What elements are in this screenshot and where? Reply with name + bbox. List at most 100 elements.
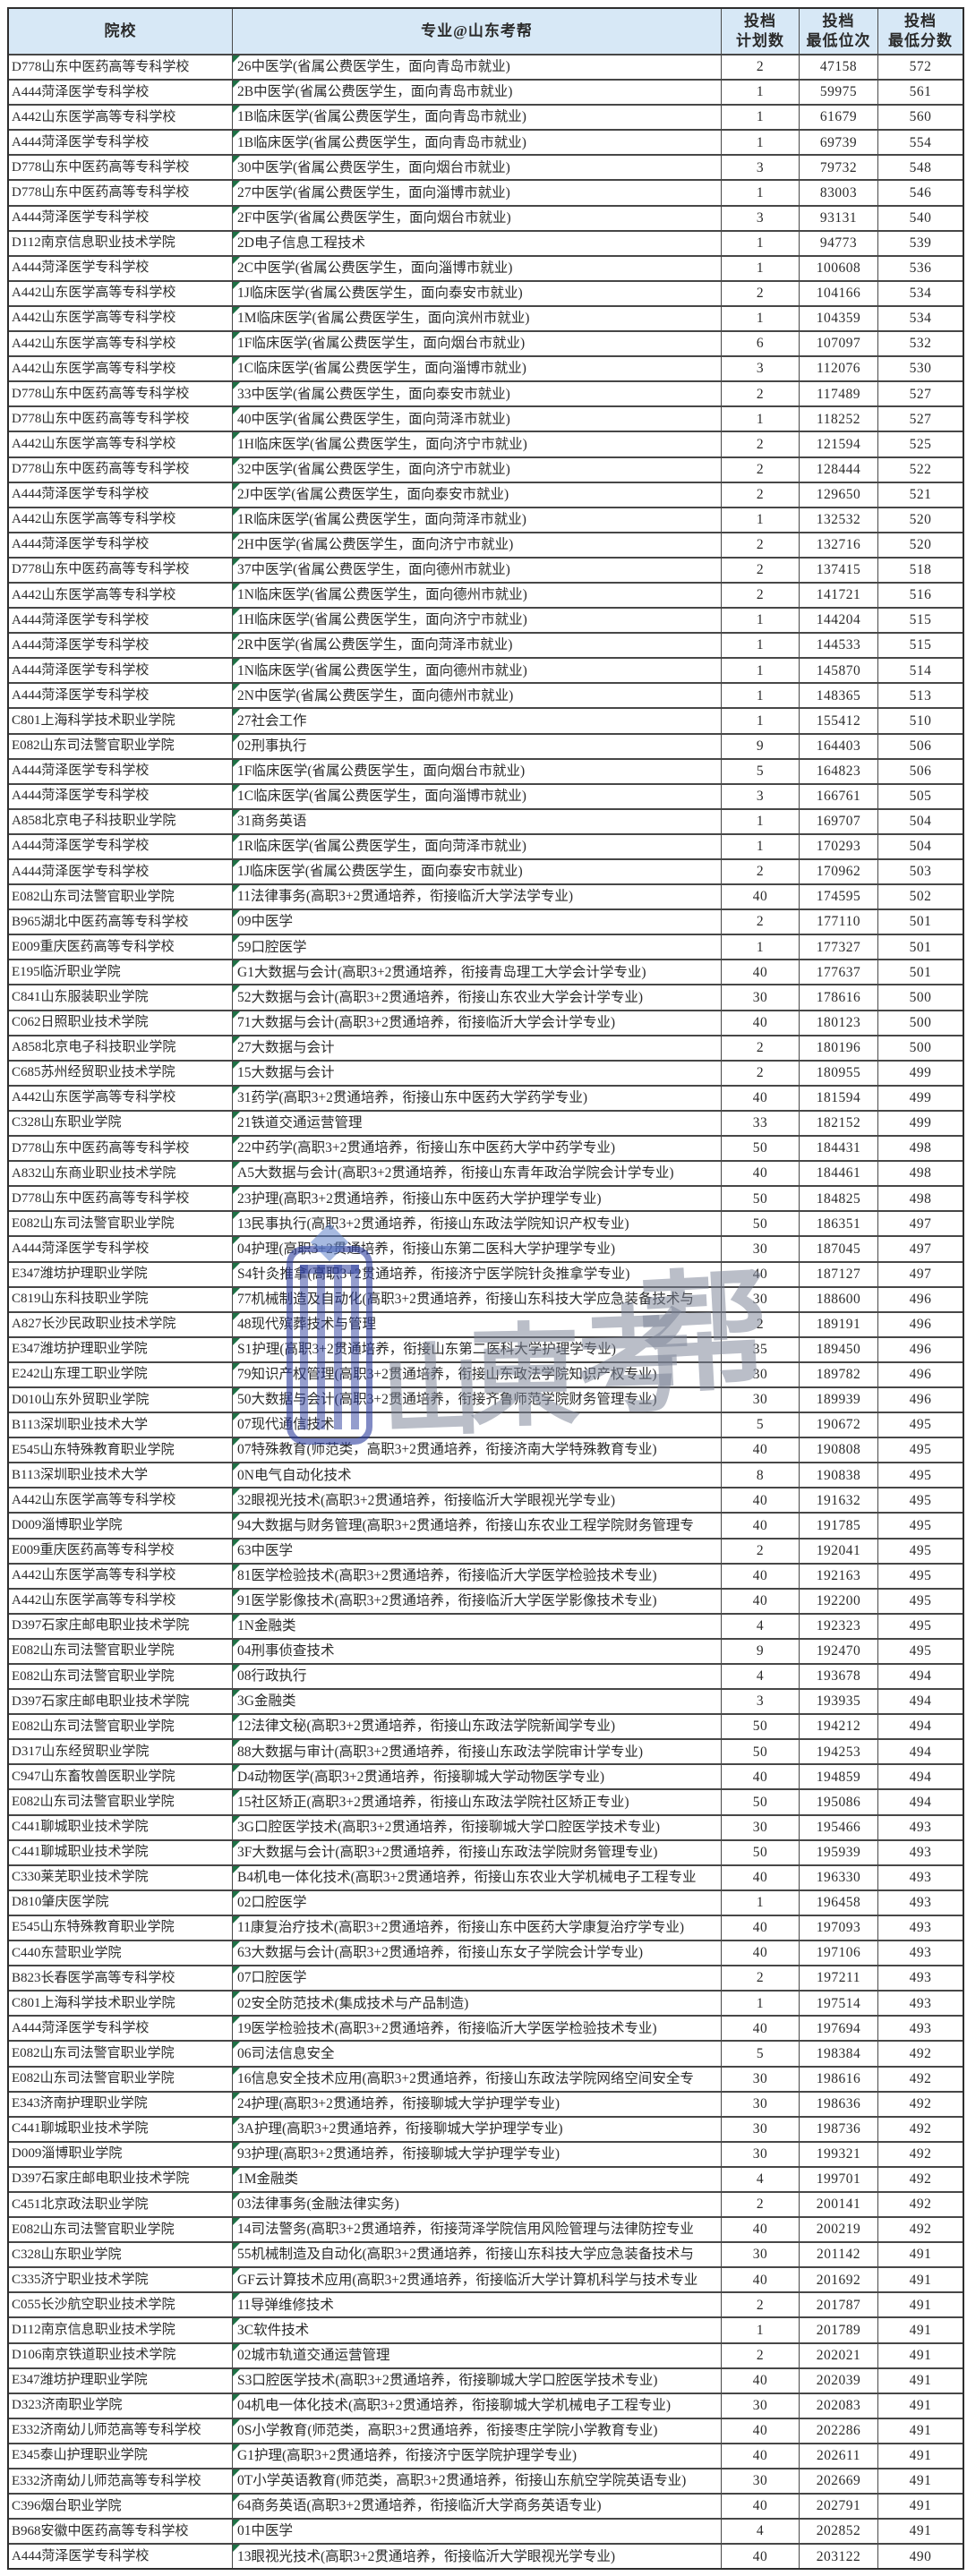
- cell-major: 02安全防范技术(集成技术与产品制造): [232, 1992, 721, 2016]
- table-row: D810肇庆医学院 02口腔医学 1 196458 493: [9, 1889, 963, 1915]
- cell-major-text: 31药学(高职3+2贯通培养，衔接山东中医药大学药学专业): [237, 1090, 588, 1106]
- table-row: D778山东中医药高等专科学校 30中医学(省属公费医学生，面向烟台市就业) 3…: [9, 154, 963, 180]
- cell-min-rank: 184431: [799, 1137, 877, 1161]
- cell-major-text: 04护理(高职3+2贯通培养，衔接山东第二医科大学护理学专业): [237, 1241, 616, 1257]
- cell-min-score: 495: [877, 1438, 963, 1463]
- cell-plan-count: 40: [721, 1162, 799, 1186]
- cell-major-text: 1R临床医学(省属公费医学生，面向菏泽市就业): [237, 511, 526, 527]
- cell-school: C441聊城职业技术学院: [12, 1820, 149, 1835]
- cell-min-score: 513: [877, 684, 963, 708]
- cell-corner-marker-icon: [233, 1790, 240, 1798]
- table-row: C441聊城职业技术学院 3F大数据与会计(高职3+2贯通培养，衔接山东政法学院…: [9, 1838, 963, 1864]
- cell-min-rank: 197106: [799, 1941, 877, 1966]
- cell-school: A444菏泽医学专科学校: [12, 84, 150, 99]
- cell-plan-count: 40: [721, 2017, 799, 2041]
- cell-min-score: 520: [877, 533, 963, 557]
- cell-min-rank: 202286: [799, 2418, 877, 2443]
- cell-min-score: 499: [877, 1086, 963, 1110]
- cell-corner-marker-icon: [233, 960, 240, 968]
- cell-major: 1C临床医学(省属公费医学生，面向淄博市就业): [232, 357, 721, 381]
- cell-corner-marker-icon: [233, 2418, 240, 2427]
- cell-school: A442山东医学高等专科学校: [12, 1593, 176, 1608]
- cell-major: 30中医学(省属公费医学生，面向烟台市就业): [232, 156, 721, 180]
- cell-min-score: 504: [877, 834, 963, 858]
- table-row: D778山东中医药高等专科学校 23护理(高职3+2贯通培养，衔接山东中医药大学…: [9, 1185, 963, 1211]
- cell-min-score: 491: [877, 2293, 963, 2317]
- cell-min-rank: 197514: [799, 1992, 877, 2016]
- cell-major: 11导弹维修技术: [232, 2293, 721, 2317]
- cell-major-text: 04机电一体化技术(高职3+2贯通培养，衔接聊城大学机械电子工程专业): [237, 2398, 672, 2414]
- cell-corner-marker-icon: [233, 1387, 240, 1395]
- cell-major: A5大数据与会计(高职3+2贯通培养，衔接山东青年政治学院会计学专业): [232, 1162, 721, 1186]
- cell-major: 21铁道交通运营管理: [232, 1111, 721, 1136]
- cell-plan-count: 40: [721, 1086, 799, 1110]
- cell-min-score: 491: [877, 2520, 963, 2544]
- table-row: D397石家庄邮电职业技术学院 3G金融类 3 193935 494: [9, 1688, 963, 1714]
- cell-major: 06司法信息安全: [232, 2042, 721, 2066]
- cell-min-rank: 104166: [799, 281, 877, 305]
- cell-min-rank: 198616: [799, 2067, 877, 2091]
- cell-plan-count: 40: [721, 960, 799, 985]
- cell-school: D112南京信息职业技术学院: [12, 235, 175, 251]
- cell-major: 33中医学(省属公费医学生，面向泰安市就业): [232, 382, 721, 406]
- table-row: C440东营职业学院 63大数据与会计(高职3+2贯通培养，衔接山东女子学院会计…: [9, 1940, 963, 1966]
- cell-major: 48现代殡葬技术与管理: [232, 1312, 721, 1336]
- cell-min-rank: 196330: [799, 1865, 877, 1889]
- cell-min-score: 495: [877, 1463, 963, 1488]
- cell-plan-count: 4: [721, 1665, 799, 1689]
- cell-min-score: 514: [877, 659, 963, 683]
- table-row: A442山东医学高等专科学校 1M临床医学(省属公费医学生，面向滨州市就业) 1…: [9, 304, 963, 331]
- cell-school: A442山东医学高等专科学校: [12, 1492, 176, 1507]
- cell-min-score: 554: [877, 131, 963, 155]
- cell-min-rank: 79732: [799, 156, 877, 180]
- cell-major: 3F大数据与会计(高职3+2贯通培养，衔接山东政法学院财务管理专业): [232, 1840, 721, 1864]
- cell-major-text: 09中医学: [237, 914, 294, 930]
- cell-major: 0N电气自动化技术: [232, 1463, 721, 1488]
- cell-major-text: 11法律事务(高职3+2贯通培养，衔接临沂大学法学专业): [237, 889, 573, 905]
- cell-plan-count: 30: [721, 2243, 799, 2267]
- cell-min-score: 493: [877, 2017, 963, 2041]
- cell-major: 1C临床医学(省属公费医学生，面向淄博市就业): [232, 784, 721, 808]
- cell-plan-count: 1: [721, 684, 799, 708]
- cell-min-score: 560: [877, 106, 963, 130]
- cell-min-rank: 94773: [799, 231, 877, 255]
- cell-plan-count: 2: [721, 2192, 799, 2217]
- cell-min-score: 491: [877, 2268, 963, 2292]
- cell-min-rank: 83003: [799, 181, 877, 205]
- cell-major-text: 07现代通信技术: [237, 1417, 335, 1433]
- cell-corner-marker-icon: [233, 508, 240, 516]
- header-plan-line2: 计划数: [736, 32, 784, 49]
- table-row: A827长沙民政职业技术学院 48现代殡葬技术与管理 2 189191 496: [9, 1310, 963, 1336]
- cell-major: 88大数据与审计(高职3+2贯通培养，衔接山东政法学院审计学专业): [232, 1740, 721, 1764]
- cell-major: 40中医学(省属公费医学生，面向菏泽市就业): [232, 407, 721, 431]
- table-row: C055长沙航空职业技术学院 11导弹维修技术 2 201787 491: [9, 2291, 963, 2317]
- table-row: A444菏泽医学专科学校 2H中医学(省属公费医学生，面向济宁市就业) 2 13…: [9, 531, 963, 557]
- cell-min-rank: 187045: [799, 1237, 877, 1261]
- cell-plan-count: 4: [721, 2167, 799, 2191]
- cell-plan-count: 1: [721, 508, 799, 532]
- table-row: A444菏泽医学专科学校 1B临床医学(省属公费医学生，面向青岛市就业) 1 6…: [9, 129, 963, 155]
- cell-min-score: 501: [877, 910, 963, 934]
- cell-min-rank: 180123: [799, 1011, 877, 1035]
- cell-major-text: 21铁道交通运营管理: [237, 1115, 363, 1131]
- cell-min-score: 492: [877, 2142, 963, 2166]
- cell-min-rank: 117489: [799, 382, 877, 406]
- table-row: E347潍坊护理职业学院 S3口腔医学技术(高职3+2贯通培养，衔接聊城大学口腔…: [9, 2367, 963, 2393]
- cell-major-text: 1F临床医学(省属公费医学生，面向烟台市就业): [237, 763, 526, 779]
- cell-plan-count: 30: [721, 1387, 799, 1412]
- cell-min-score: 493: [877, 1966, 963, 1991]
- cell-major-text: 08行政执行: [237, 1668, 307, 1685]
- cell-major-text: 1M金融类: [237, 2171, 299, 2188]
- cell-school: C396烟台职业学院: [12, 2498, 122, 2513]
- cell-min-rank: 202791: [799, 2495, 877, 2519]
- cell-major: 27社会工作: [232, 709, 721, 733]
- cell-min-rank: 192163: [799, 1564, 877, 1588]
- cell-min-rank: 201142: [799, 2243, 877, 2267]
- cell-corner-marker-icon: [233, 1740, 240, 1748]
- cell-plan-count: 40: [721, 1011, 799, 1035]
- cell-major-text: 1J临床医学(省属公费医学生，面向泰安市就业): [237, 864, 523, 880]
- table-row: A442山东医学高等专科学校 1J临床医学(省属公费医学生，面向泰安市就业) 2…: [9, 279, 963, 305]
- cell-major-text: GF云计算技术应用(高职3+2贯通培养，衔接临沂大学计算机科学与技术专业: [237, 2272, 698, 2288]
- cell-corner-marker-icon: [233, 2117, 240, 2125]
- cell-min-score: 546: [877, 181, 963, 205]
